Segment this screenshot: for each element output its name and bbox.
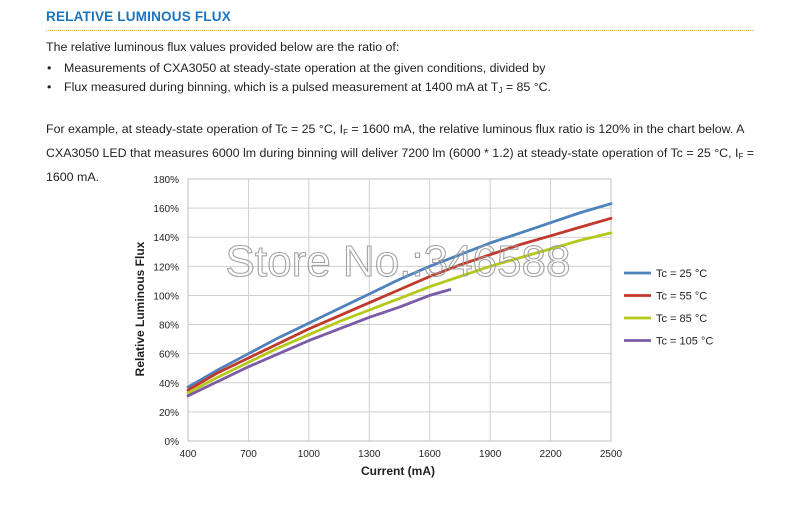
series-line: [186, 231, 613, 395]
x-tick-label: 700: [240, 449, 257, 460]
legend-label: Tc = 55 °C: [656, 291, 707, 303]
x-tick-label: 2200: [539, 449, 562, 460]
legend-label: Tc = 25 °C: [656, 268, 707, 280]
chart-grid: [187, 178, 612, 442]
heading-divider: [46, 30, 753, 31]
example-text-3: = 1600 mA.: [46, 146, 755, 184]
list-item-text-end: = 85 °C.: [502, 80, 552, 94]
y-tick-label: 20%: [159, 408, 179, 419]
example-paragraph: For example, at steady-state operation o…: [46, 119, 766, 188]
x-tick-label: 1600: [419, 449, 442, 460]
forward-current-subscript: F: [738, 152, 744, 161]
list-item: • Measurements of CXA3050 at steady-stat…: [46, 61, 551, 80]
junction-subscript: J: [498, 86, 503, 95]
watermark-text: Store No.:346588: [226, 237, 571, 286]
y-tick-label: 60%: [159, 350, 179, 361]
x-tick-label: 1300: [358, 449, 381, 460]
y-tick-label: 160%: [153, 204, 179, 215]
criteria-list: • Measurements of CXA3050 at steady-stat…: [46, 61, 551, 99]
y-tick-label: 140%: [153, 233, 179, 244]
y-tick-label: 120%: [153, 262, 179, 273]
series-line: [186, 288, 452, 398]
y-tick-label: 100%: [153, 291, 179, 302]
legend-label: Tc = 105 °C: [656, 336, 713, 348]
y-tick-label: 40%: [159, 379, 179, 390]
list-item-text: Flux measured during binning, which is a…: [64, 80, 552, 95]
chart-series: [186, 202, 613, 398]
x-axis-label: Current (mA): [361, 464, 435, 478]
y-tick-label: 180%: [153, 175, 179, 186]
series-line: [186, 216, 613, 392]
bullet-marker: •: [47, 80, 52, 94]
example-text-2: = 1600 mA, the relative luminous flux ra…: [46, 122, 744, 160]
bullet-marker: •: [47, 61, 52, 75]
plot-border: [187, 178, 612, 442]
forward-current-subscript: F: [343, 128, 348, 137]
intro-text: The relative luminous flux values provid…: [46, 40, 400, 54]
y-tick-label: 0%: [165, 437, 180, 448]
legend-label: Tc = 85 °C: [656, 313, 707, 325]
example-text-1: For example, at steady-state operation o…: [46, 122, 344, 136]
chart-legend: Tc = 25 °C Tc = 55 °C Tc = 85 °C Tc = 105 °…: [624, 268, 713, 348]
y-tick-label: 80%: [159, 321, 179, 332]
series-line: [186, 202, 613, 389]
x-tick-label: 1900: [479, 449, 502, 460]
chart-ticks: 0% 20% 40% 60% 80% 100% 120% 140% 160% 180% 400 700…: [153, 175, 622, 460]
list-item-text-start: Flux measured during binning, which is a…: [64, 80, 499, 94]
x-tick-label: 2500: [600, 449, 623, 460]
list-item: • Flux measured during binning, which is…: [46, 80, 551, 99]
x-tick-label: 1000: [298, 449, 321, 460]
x-tick-label: 400: [180, 449, 197, 460]
section-heading: RELATIVE LUMINOUS FLUX: [46, 9, 231, 24]
y-axis-label: Relative Luminous Flux: [133, 241, 147, 376]
list-item-text: Measurements of CXA3050 at steady-state …: [64, 61, 546, 75]
plot-frame: [187, 178, 612, 442]
